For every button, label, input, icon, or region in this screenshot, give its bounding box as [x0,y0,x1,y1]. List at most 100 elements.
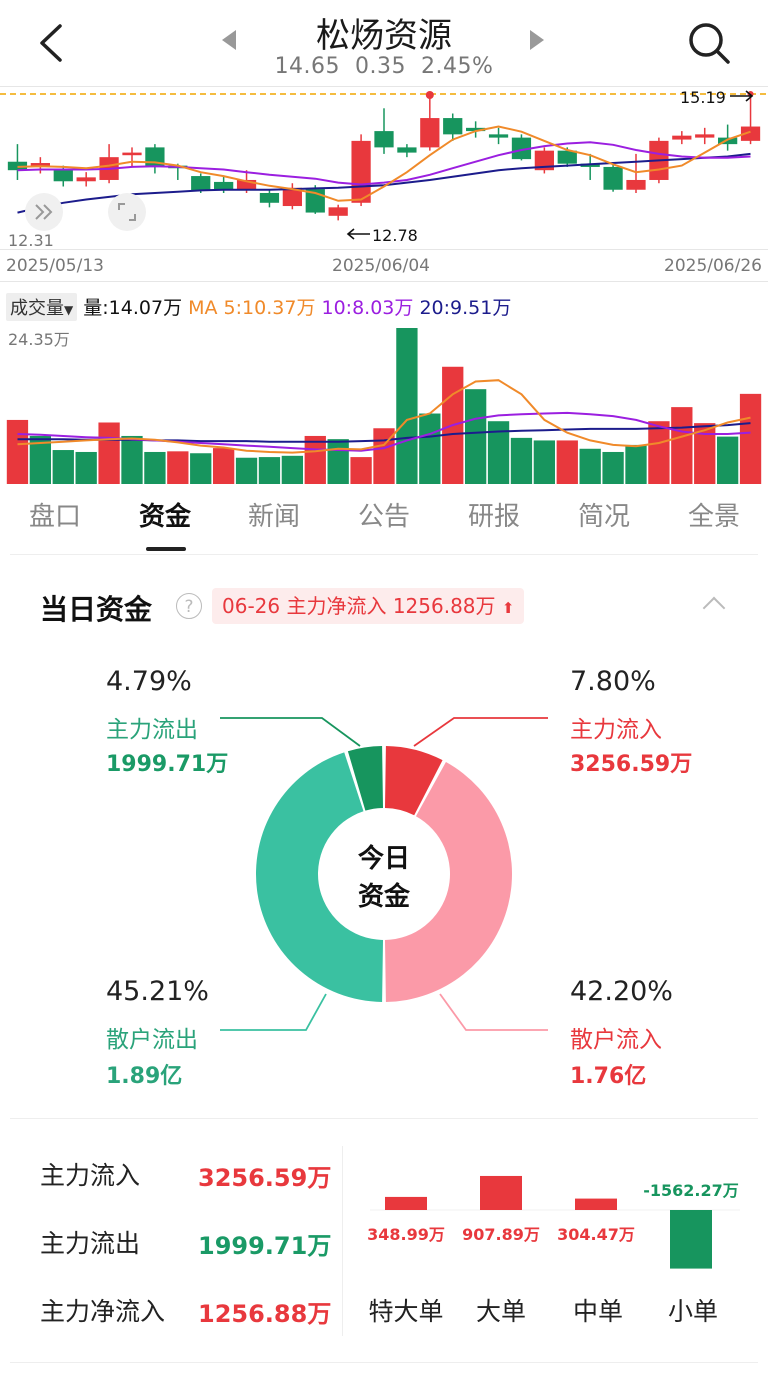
up-arrow-icon: ⬆ [501,599,515,617]
order-bar-label: 304.47万 [557,1225,635,1244]
volume-bar [464,389,487,484]
stock-name: 松炀资源 [316,16,452,56]
volume-bar [235,457,258,484]
tab-research[interactable]: 研报 [467,502,520,532]
volume-bar [671,407,693,484]
candle [603,163,623,192]
fullscreen-button[interactable] [108,193,146,231]
candle-body [740,126,761,141]
volume-value: 量:14.07万 [83,297,183,319]
retail-in-pct: 42.20% [570,976,673,1007]
candle [740,93,761,145]
candle-body [603,166,623,190]
tab-bar: 盘口 资金 新闻 公告 研报 简况 全景 [0,496,768,554]
candle [488,127,509,145]
candle-body [580,163,600,167]
volume-bar [579,448,601,484]
tab-panorama[interactable]: 全景 [687,502,740,532]
volume-bar [648,421,670,484]
volume-toggle-label: 成交量 [10,298,64,319]
stock-quote: 14.65 0.35 2.45% [234,54,534,79]
candle-body [236,179,257,190]
volume-bar [258,457,281,484]
candle-body [76,177,96,182]
order-bar [385,1196,427,1210]
next-stock-icon[interactable] [530,30,544,50]
candle-body [30,163,50,166]
main-in-label: 主力流入 [570,717,662,743]
tab-news[interactable]: 新闻 [247,502,300,532]
candle [76,172,96,187]
order-bar-label: 907.89万 [462,1225,540,1244]
volume-ma10: 10:8.03万 [321,297,414,319]
volume-bar [190,453,212,484]
search-icon[interactable] [684,18,734,68]
volume-bar [602,451,624,484]
tab-profile[interactable]: 简况 [577,502,630,532]
candle [580,153,600,180]
volume-bar [510,437,533,484]
volume-bar [396,328,418,484]
volume-bar [167,451,189,484]
candle [626,153,646,194]
candle-body [695,134,715,138]
volume-bar [212,448,235,484]
candle [534,147,554,174]
candle-body [351,140,371,203]
high-arrow-icon [730,90,754,102]
candle [443,113,463,141]
signal-dot-icon [425,91,434,99]
order-bar-label: 348.99万 [367,1225,445,1244]
candle-body [443,118,463,135]
volume-bar [304,435,326,484]
expand-chart-button[interactable] [25,193,63,231]
back-arrow-icon[interactable] [30,18,74,68]
retail-in-label: 散户流入 [570,1027,662,1053]
candle [122,147,142,167]
volume-bar [327,439,349,484]
low-price-label: 12.78 [372,226,418,245]
volume-chart[interactable] [0,288,768,486]
candle-body [53,169,73,182]
volume-bar [533,440,556,484]
retail-out-label: 散户流出 [106,1027,198,1053]
date-end: 2025/06/26 [664,256,762,276]
volume-bar [52,450,74,484]
retail-in-amount: 1.76亿 [570,1064,647,1089]
ma10-line [17,141,751,186]
help-icon[interactable]: ? [176,593,202,619]
donut-slice-main-in [384,746,443,816]
volume-bar [694,423,716,484]
volume-bar [556,440,578,484]
donut-slice-retail-out [256,752,384,1002]
volume-indicator-toggle[interactable]: 成交量▼ [6,293,78,321]
candle [397,144,417,158]
header: 松炀资源 14.65 0.35 2.45% [0,0,768,88]
candle-body [145,147,165,166]
leader-line-main-in [413,717,548,747]
kline-chart[interactable]: 15.19 12.78 12.31 [0,86,768,282]
candle-body [534,150,554,171]
volume-bar [373,428,395,484]
order-bar-label: -1562.27万 [643,1181,739,1200]
candle-body [672,135,692,140]
candle-body [282,187,302,207]
candle-body [191,176,211,191]
candle [259,189,280,208]
volume-max-label: 24.35万 [8,330,70,349]
donut-center-line1: 今日 [357,844,410,874]
collapse-chevron-icon[interactable] [702,596,726,620]
volume-bar [75,451,97,484]
tab-capital[interactable]: 资金 [138,502,191,532]
tab-announcement[interactable]: 公告 [357,502,410,532]
retail-out-amount: 1.89亿 [106,1064,183,1089]
active-tab-indicator [146,547,186,551]
bottom-divider [10,1362,758,1363]
candle [672,131,692,145]
order-bar [670,1210,712,1269]
prev-stock-icon[interactable] [222,30,236,50]
candle [145,144,165,174]
candle-body [328,207,348,216]
candle [7,144,28,180]
tab-pankou[interactable]: 盘口 [28,502,81,532]
